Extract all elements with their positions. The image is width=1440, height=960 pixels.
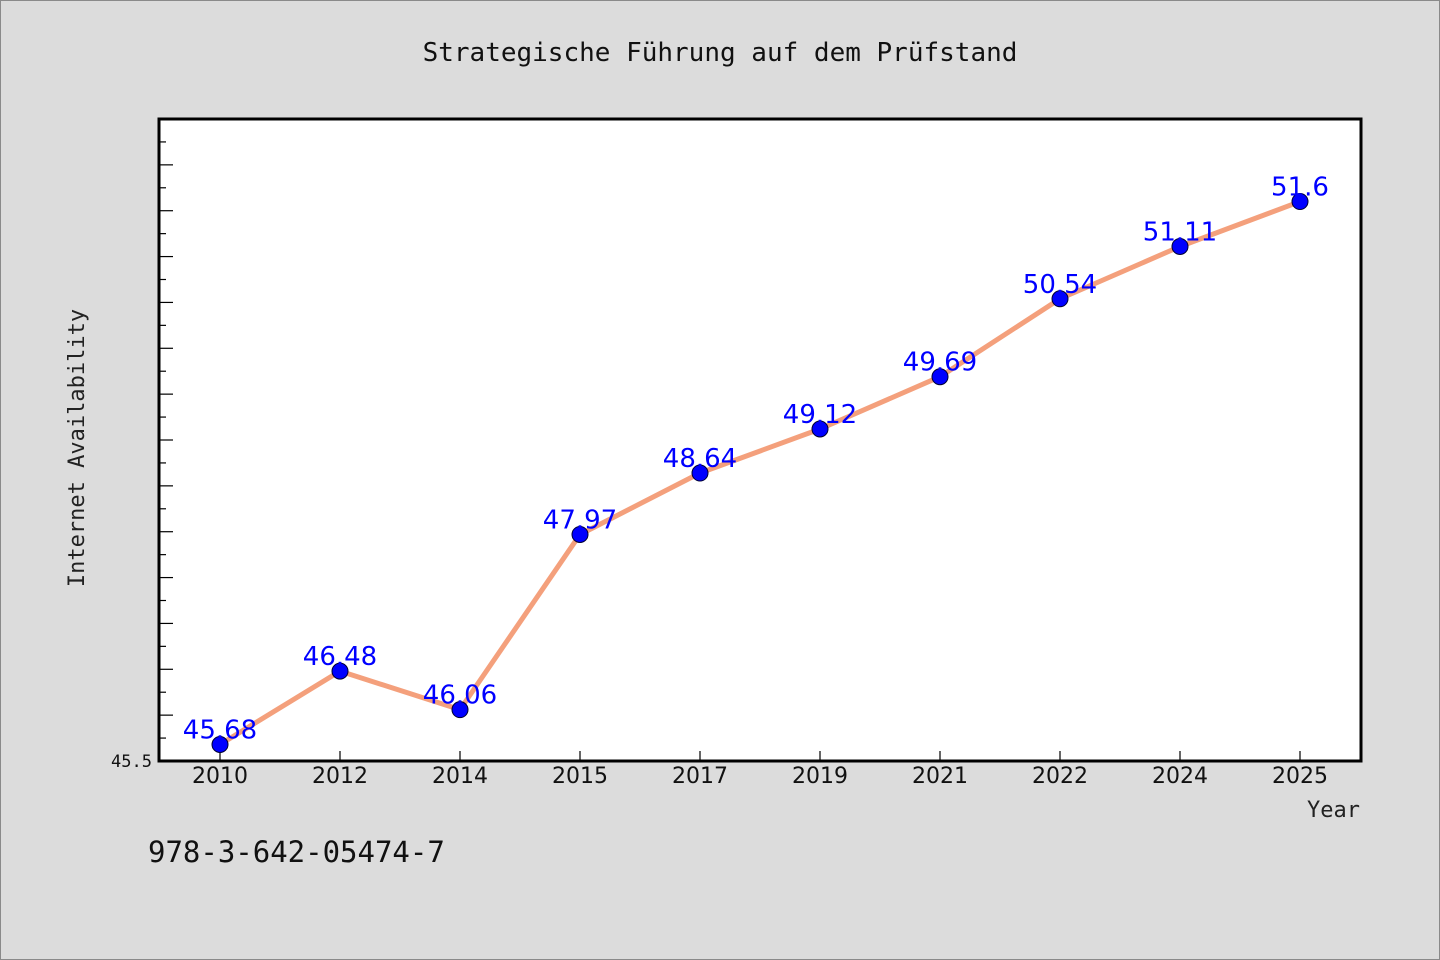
data-point bbox=[931, 368, 949, 386]
data-point bbox=[1291, 193, 1309, 211]
data-point bbox=[1171, 237, 1189, 255]
data-point bbox=[811, 420, 829, 438]
x-tick-label: 2015 bbox=[552, 764, 608, 789]
data-label: 51.11 bbox=[1143, 217, 1217, 247]
data-point bbox=[211, 735, 229, 753]
x-axis-ticks: 2010 2012 2014 2015 2017 2019 2021 2022 2024 2025 bbox=[192, 751, 1328, 789]
x-tick-label: 2014 bbox=[432, 764, 488, 789]
data-label: 49.69 bbox=[903, 348, 977, 378]
data-point bbox=[1051, 290, 1069, 308]
x-tick-label: 2025 bbox=[1272, 764, 1328, 789]
data-point bbox=[331, 662, 349, 680]
data-label: 45.68 bbox=[183, 715, 257, 745]
y-axis-label: Internet Availability bbox=[65, 309, 90, 587]
y-tick-label: 45.5 bbox=[111, 752, 152, 772]
x-tick-label: 2022 bbox=[1032, 764, 1088, 789]
plot-area bbox=[157, 117, 1363, 763]
x-tick-label: 2024 bbox=[1152, 764, 1208, 789]
data-label: 49.12 bbox=[783, 400, 857, 430]
data-label: 47.97 bbox=[543, 505, 617, 535]
data-label: 50.54 bbox=[1023, 270, 1097, 300]
y-axis-ticks: 45.5 bbox=[111, 118, 173, 772]
isbn-text: 978-3-642-05474-7 bbox=[148, 835, 445, 869]
series-1 bbox=[217, 199, 1303, 747]
data-labels: 45.68 46.48 46.06 47.97 48.64 49.12 49.69 50.54… bbox=[183, 173, 1329, 746]
x-tick-label: 2017 bbox=[672, 764, 728, 789]
data-label: 46.48 bbox=[303, 642, 377, 672]
x-tick-label: 2021 bbox=[912, 764, 968, 789]
x-tick-label: 2019 bbox=[792, 764, 848, 789]
data-label: 51.6 bbox=[1271, 173, 1329, 203]
data-point bbox=[571, 525, 589, 543]
x-axis-label: Year bbox=[1307, 798, 1360, 823]
chart-title: Strategische Führung auf dem Prüfstand bbox=[423, 38, 1018, 68]
data-label: 48.64 bbox=[663, 444, 737, 474]
data-point bbox=[451, 701, 469, 719]
x-tick-label: 2012 bbox=[312, 764, 368, 789]
x-tick-label: 2010 bbox=[192, 764, 248, 789]
data-point bbox=[691, 464, 709, 482]
series-line bbox=[217, 199, 1303, 747]
data-label: 46.06 bbox=[423, 681, 497, 711]
series-markers bbox=[211, 193, 1309, 753]
